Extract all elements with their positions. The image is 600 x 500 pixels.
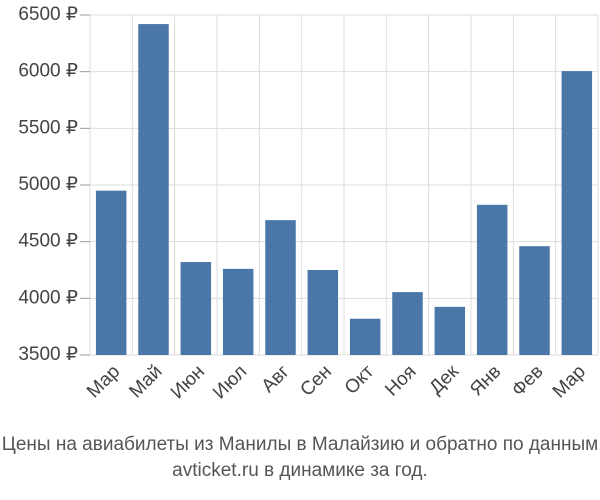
x-tick-label: Июл bbox=[209, 361, 251, 403]
bar bbox=[434, 306, 466, 355]
bar bbox=[222, 268, 254, 355]
x-tick-label: Мар bbox=[549, 361, 590, 402]
x-tick-label: Авг bbox=[258, 361, 294, 397]
chart-title: Цены на авиабилеты из Манилы в Малайзию … bbox=[1, 434, 599, 481]
bar bbox=[561, 71, 593, 355]
bar bbox=[138, 24, 169, 356]
y-tick-label: 4500 ₽ bbox=[18, 231, 78, 252]
y-tick-label: 6000 ₽ bbox=[18, 61, 78, 82]
bar bbox=[307, 270, 339, 355]
bar bbox=[519, 246, 550, 355]
y-tick-label: 5000 ₽ bbox=[18, 174, 78, 195]
bar bbox=[392, 292, 423, 355]
bar bbox=[349, 318, 381, 355]
x-tick-label: Май bbox=[125, 361, 166, 402]
bar bbox=[265, 220, 296, 355]
x-tick-label: Мар bbox=[83, 361, 124, 402]
y-tick-label: 3500 ₽ bbox=[18, 344, 78, 365]
y-tick-label: 5500 ₽ bbox=[18, 117, 78, 138]
x-tick-label: Ноя bbox=[381, 361, 420, 400]
bar bbox=[476, 204, 508, 355]
x-tick-label: Июн bbox=[167, 361, 209, 403]
y-tick-label: 4000 ₽ bbox=[18, 287, 78, 308]
x-tick-label: Дек bbox=[426, 361, 464, 399]
bar bbox=[95, 190, 127, 355]
x-tick-label: Янв bbox=[466, 361, 505, 400]
x-tick-label: Фев bbox=[508, 361, 548, 401]
bar bbox=[180, 262, 212, 355]
y-tick-label: 6500 ₽ bbox=[18, 4, 78, 25]
x-tick-label: Окт bbox=[341, 361, 379, 399]
chart: 3500 ₽ 4000 ₽ 4500 ₽ 5000 ₽ 5500 ₽ 6000 ₽ 6500… bbox=[18, 4, 599, 403]
x-tick-label: Сен bbox=[296, 361, 335, 400]
